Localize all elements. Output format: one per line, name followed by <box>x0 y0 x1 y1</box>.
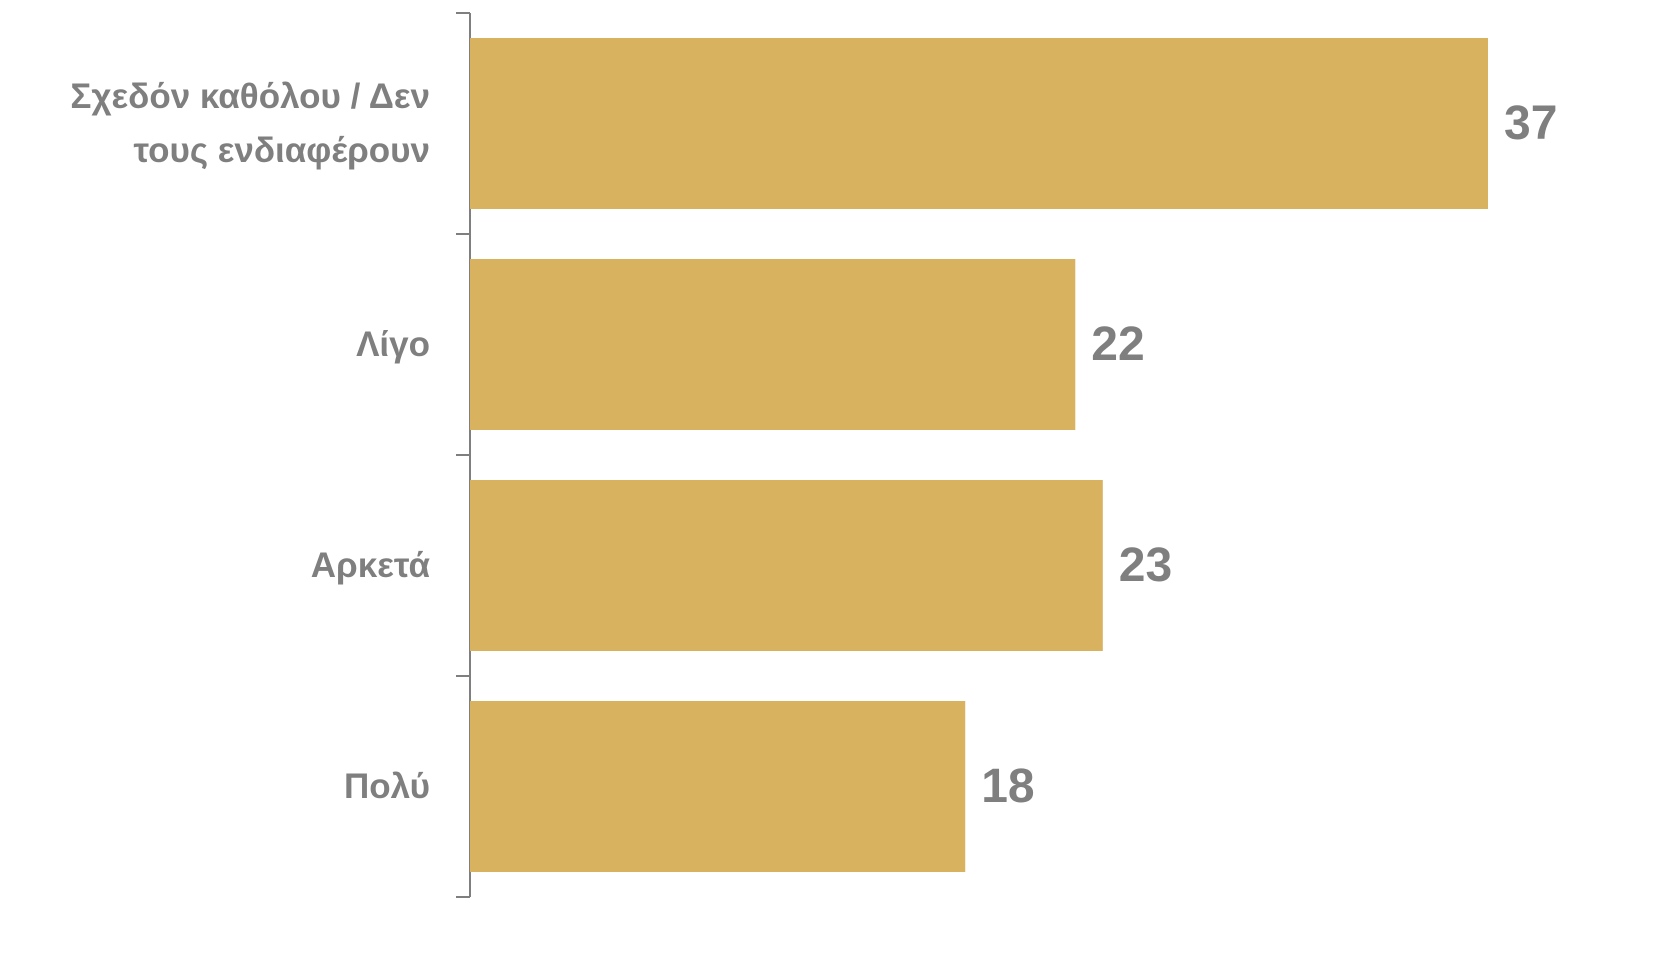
category-label: Σχεδόν καθόλου / Δεν τους ενδιαφέρουν <box>70 76 430 170</box>
bar <box>470 480 1103 651</box>
category-label: Αρκετά <box>310 545 430 585</box>
bar <box>470 701 966 872</box>
value-label: 23 <box>1119 539 1172 592</box>
bar <box>470 38 1488 209</box>
value-label: 18 <box>981 760 1034 813</box>
category-label: Λίγο <box>356 324 430 364</box>
category-label: Πολύ <box>344 766 430 806</box>
value-label: 37 <box>1504 97 1557 150</box>
bar <box>470 259 1076 430</box>
value-label: 22 <box>1091 318 1144 371</box>
